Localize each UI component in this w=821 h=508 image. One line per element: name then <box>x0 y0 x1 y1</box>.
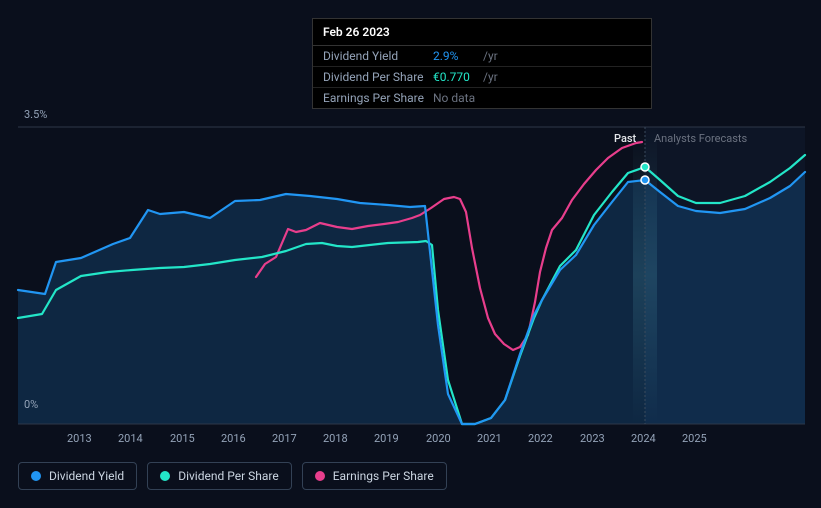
x-axis-label: 2015 <box>170 432 195 445</box>
tooltip-row: Dividend Per Share€0.770/yr <box>313 67 651 88</box>
legend-color-dot <box>160 471 170 481</box>
y-axis-top-label: 3.5% <box>24 108 47 121</box>
y-axis-bottom-label: 0% <box>24 398 38 411</box>
legend-color-dot <box>31 471 41 481</box>
tooltip-metric-label: Dividend Per Share <box>323 70 433 84</box>
chart-container: 3.5% 0% 2013 2014 2015 2016 2017 2018 2019 2020… <box>0 0 821 508</box>
forecast-label: Analysts Forecasts <box>654 132 747 145</box>
tooltip-metric-label: Earnings Per Share <box>323 91 433 105</box>
tooltip-metric-value: No data <box>433 91 483 105</box>
tooltip-metric-suffix: /yr <box>483 70 498 84</box>
x-axis-label: 2022 <box>528 432 553 445</box>
x-axis-label: 2017 <box>272 432 297 445</box>
tooltip-date: Feb 26 2023 <box>313 19 651 46</box>
legend-color-dot <box>315 471 325 481</box>
x-axis-label: 2019 <box>374 432 399 445</box>
x-axis-label: 2023 <box>580 432 605 445</box>
tooltip-metric-label: Dividend Yield <box>323 49 433 63</box>
past-label: Past <box>614 132 636 145</box>
x-axis-label: 2020 <box>426 432 451 445</box>
x-axis-label: 2013 <box>67 432 92 445</box>
legend-label: Earnings Per Share <box>333 469 434 483</box>
tooltip-row: Earnings Per ShareNo data <box>313 88 651 108</box>
dividend-yield-area <box>18 172 805 424</box>
tooltip-metric-suffix: /yr <box>483 49 498 63</box>
tooltip-metric-value: €0.770 <box>433 70 483 84</box>
legend-item[interactable]: Dividend Per Share <box>147 462 292 490</box>
x-axis-label: 2025 <box>682 432 707 445</box>
x-axis-label: 2024 <box>631 432 656 445</box>
yield_dot-marker <box>641 176 649 184</box>
legend-item[interactable]: Earnings Per Share <box>302 462 447 490</box>
legend-label: Dividend Yield <box>49 469 124 483</box>
x-axis-label: 2021 <box>477 432 502 445</box>
legend-label: Dividend Per Share <box>178 469 279 483</box>
chart-legend: Dividend Yield Dividend Per Share Earnings… <box>18 462 447 490</box>
dps_dot-marker <box>641 163 649 171</box>
tooltip-row: Dividend Yield2.9%/yr <box>313 46 651 67</box>
x-axis-label: 2014 <box>118 432 143 445</box>
x-axis-label: 2016 <box>221 432 246 445</box>
x-axis-label: 2018 <box>323 432 348 445</box>
chart-tooltip: Feb 26 2023 Dividend Yield2.9%/yrDividen… <box>312 18 652 109</box>
tooltip-metric-value: 2.9% <box>433 49 483 63</box>
legend-item[interactable]: Dividend Yield <box>18 462 137 490</box>
